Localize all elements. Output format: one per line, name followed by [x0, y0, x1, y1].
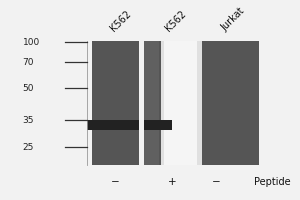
- Text: K562: K562: [164, 9, 188, 33]
- Text: Jurkat: Jurkat: [220, 6, 247, 33]
- Text: 25: 25: [23, 143, 34, 152]
- Text: 100: 100: [23, 38, 40, 47]
- Bar: [144, 41, 259, 165]
- Text: −: −: [111, 177, 119, 187]
- Text: +: +: [168, 177, 177, 187]
- Bar: [164, 41, 197, 165]
- Text: Peptide: Peptide: [254, 177, 291, 187]
- Bar: [144, 41, 158, 165]
- Text: 70: 70: [23, 58, 34, 67]
- Bar: [92, 41, 139, 165]
- Bar: [160, 41, 202, 165]
- Text: 35: 35: [23, 116, 34, 125]
- Bar: [139, 41, 144, 165]
- Text: −: −: [212, 177, 221, 187]
- Bar: [87, 120, 139, 130]
- Bar: [144, 120, 172, 130]
- Text: 50: 50: [23, 84, 34, 93]
- Text: K562: K562: [108, 9, 133, 33]
